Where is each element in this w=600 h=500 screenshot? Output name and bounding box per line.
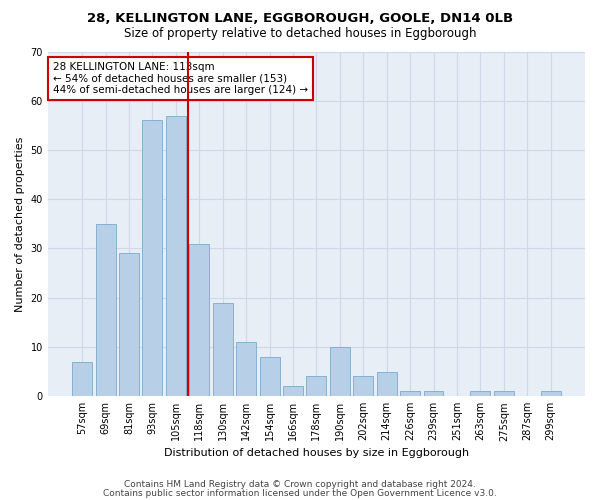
Y-axis label: Number of detached properties: Number of detached properties [15,136,25,312]
Bar [190,244,209,396]
Bar [330,347,350,396]
Bar [400,392,420,396]
Bar [470,392,490,396]
Bar [377,372,397,396]
Text: Contains HM Land Registry data © Crown copyright and database right 2024.: Contains HM Land Registry data © Crown c… [124,480,476,489]
Bar [424,392,443,396]
Bar [494,392,514,396]
Bar [213,302,233,396]
Bar [142,120,163,396]
X-axis label: Distribution of detached houses by size in Eggborough: Distribution of detached houses by size … [164,448,469,458]
Bar [307,376,326,396]
Bar [72,362,92,396]
Bar [353,376,373,396]
Text: 28 KELLINGTON LANE: 113sqm
← 54% of detached houses are smaller (153)
44% of sem: 28 KELLINGTON LANE: 113sqm ← 54% of deta… [53,62,308,95]
Bar [119,254,139,396]
Bar [95,224,116,396]
Bar [541,392,560,396]
Text: 28, KELLINGTON LANE, EGGBOROUGH, GOOLE, DN14 0LB: 28, KELLINGTON LANE, EGGBOROUGH, GOOLE, … [87,12,513,26]
Text: Contains public sector information licensed under the Open Government Licence v3: Contains public sector information licen… [103,488,497,498]
Bar [236,342,256,396]
Bar [166,116,186,396]
Bar [283,386,303,396]
Bar [260,357,280,396]
Text: Size of property relative to detached houses in Eggborough: Size of property relative to detached ho… [124,28,476,40]
